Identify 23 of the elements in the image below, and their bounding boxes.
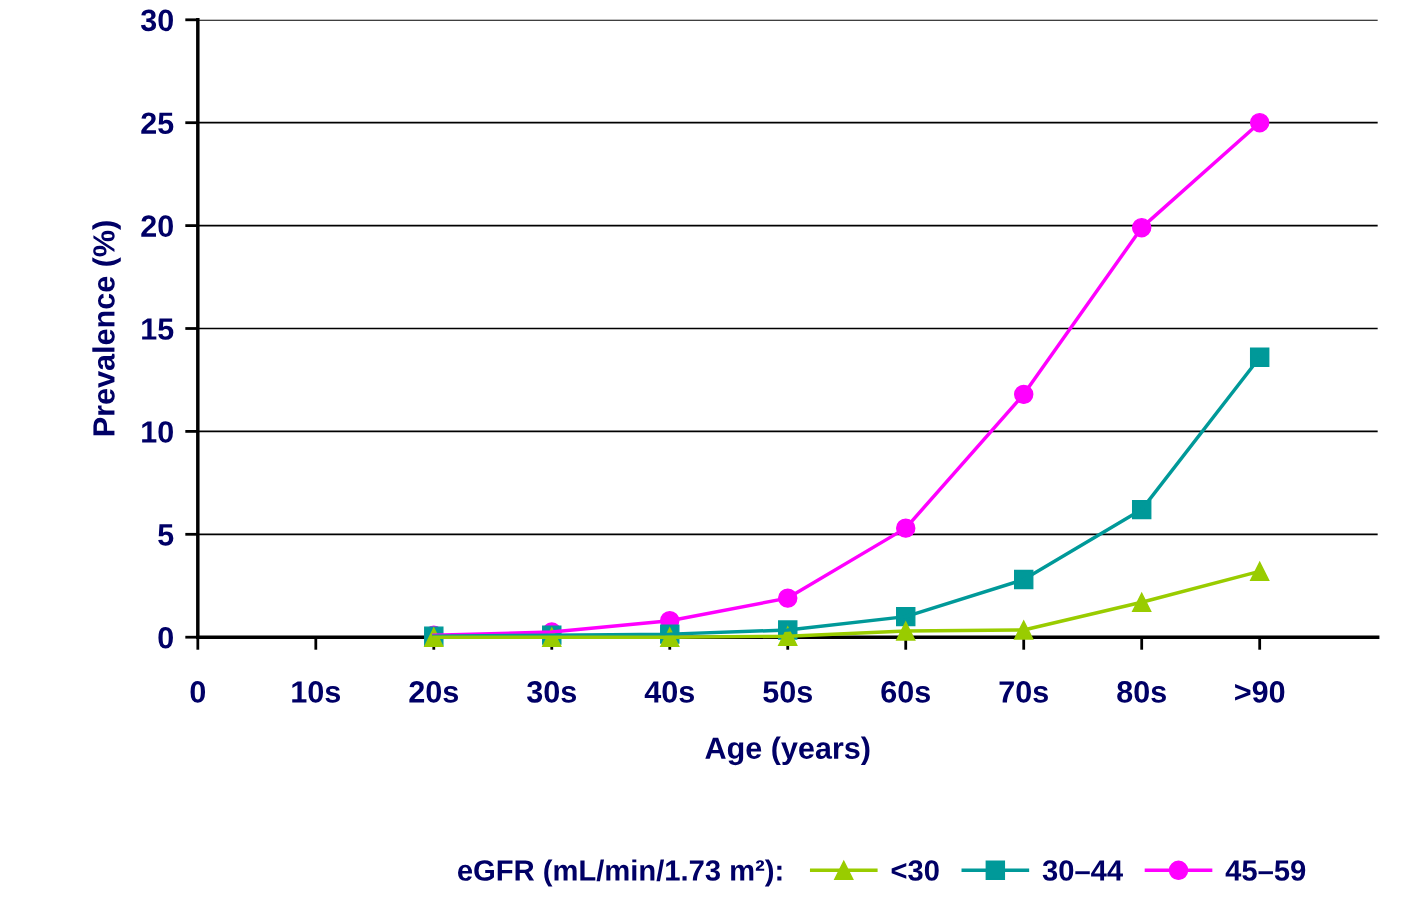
legend-label: <30 [891, 860, 939, 881]
x-tick-label: 60s [881, 681, 930, 703]
x-tick-label: 50s [763, 681, 812, 703]
x-tick-label: 40s [644, 681, 694, 703]
x-tick-label: 70s [999, 681, 1048, 703]
x-axis-title: Age (years) [705, 736, 870, 766]
x-tick-label: 10s [292, 681, 341, 703]
legend-title: eGFR (mL/min/1.73 m²): [458, 859, 782, 887]
x-tick-label: 30s [526, 681, 577, 703]
x-tick-label: >90 [1235, 681, 1285, 703]
y-axis-title: Prevalence (%) [92, 221, 121, 436]
legend-label: 30–44 [1042, 860, 1123, 881]
legend-label: 45–59 [1225, 860, 1306, 881]
y-tick-label: 25 [141, 112, 174, 135]
x-tick-label: 80s [1117, 681, 1166, 703]
x-tick-label: 20s [409, 681, 459, 703]
y-tick-label: 30 [140, 9, 173, 32]
y-tick-label: 20 [141, 215, 173, 237]
y-tick-label: 5 [158, 524, 174, 546]
y-tick-label: 10 [142, 421, 173, 443]
y-tick-label: 15 [142, 318, 174, 340]
x-tick-label: 0 [190, 681, 206, 703]
y-tick-label: 0 [158, 626, 173, 649]
